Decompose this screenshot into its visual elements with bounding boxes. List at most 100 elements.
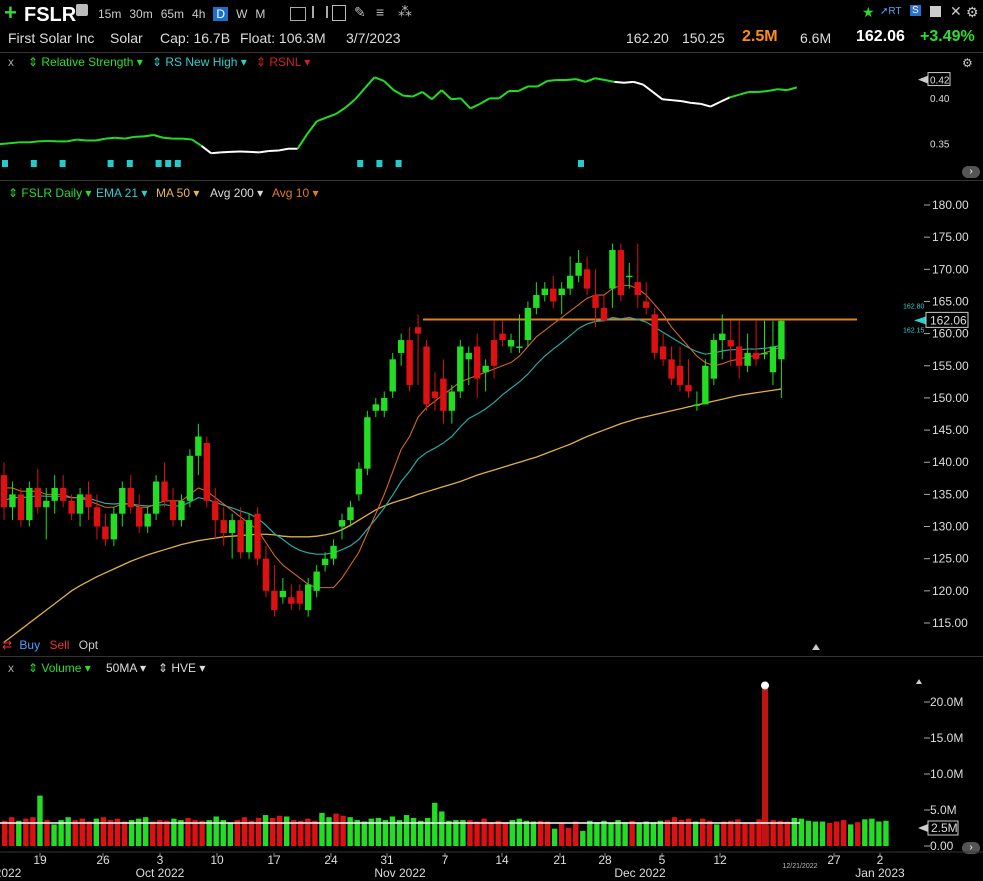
candle[interactable] [423, 346, 430, 405]
volume-bar[interactable] [869, 818, 875, 846]
timeframe-65m[interactable]: 65m [160, 7, 185, 21]
rt-badge[interactable]: ➚RT [880, 6, 902, 17]
candle[interactable] [195, 436, 202, 456]
volume-scroll-up-icon[interactable] [916, 679, 922, 684]
volume-bar[interactable] [417, 820, 424, 846]
candle[interactable] [634, 282, 641, 296]
candle[interactable] [668, 359, 675, 379]
candle[interactable] [769, 346, 777, 373]
volume-bar[interactable] [784, 821, 790, 846]
rsnh-label[interactable]: ⇕ RS New High ▾ [152, 55, 247, 69]
volume-bar[interactable] [474, 821, 480, 846]
volume-bar[interactable] [23, 818, 29, 846]
candle[interactable] [313, 571, 320, 591]
volume-bar[interactable] [756, 819, 762, 846]
candle[interactable] [338, 520, 346, 527]
volume-bar[interactable] [537, 820, 544, 846]
volume-bar[interactable] [601, 820, 607, 846]
save-icon[interactable] [930, 6, 941, 17]
volume-bar[interactable] [636, 822, 642, 846]
volume-ma-label[interactable]: 50MA ▾ [106, 661, 147, 675]
candle[interactable] [305, 584, 312, 611]
candle[interactable] [659, 346, 667, 360]
candle[interactable] [448, 391, 456, 411]
candle[interactable] [609, 250, 616, 289]
volume-bar[interactable] [615, 820, 621, 846]
candle[interactable] [685, 385, 692, 392]
candle[interactable] [676, 365, 684, 386]
candle[interactable] [127, 487, 134, 508]
volume-bar[interactable] [855, 822, 861, 846]
candle[interactable] [76, 494, 84, 514]
volume-bar[interactable] [833, 821, 840, 846]
candle[interactable] [271, 590, 278, 611]
candle[interactable] [592, 295, 599, 308]
volume-bar[interactable] [502, 822, 508, 846]
volume-bar[interactable] [819, 821, 826, 846]
volume-bar[interactable] [777, 820, 783, 846]
volume-bar[interactable] [699, 818, 706, 846]
rs-settings-icon[interactable]: ⚙ [962, 56, 973, 70]
candle[interactable] [59, 487, 67, 501]
volume-bar[interactable] [192, 820, 198, 846]
volume-bar[interactable] [72, 820, 78, 846]
volume-bar[interactable] [37, 795, 43, 846]
candle[interactable] [245, 520, 253, 553]
volume-bar[interactable] [460, 820, 466, 846]
candle[interactable] [541, 288, 548, 296]
volume-bar[interactable] [566, 828, 572, 846]
candle[interactable] [431, 391, 439, 398]
candle[interactable] [119, 487, 126, 514]
volume-bar[interactable] [396, 820, 403, 846]
volume-bar[interactable] [16, 820, 22, 846]
volume-bar[interactable] [291, 820, 297, 846]
volume-bar[interactable] [128, 820, 135, 846]
volume-bar[interactable] [488, 822, 494, 846]
volume-bar[interactable] [298, 820, 304, 846]
candle[interactable] [474, 346, 481, 379]
volume-bar[interactable] [220, 820, 226, 846]
candle[interactable] [228, 520, 236, 533]
volume-bar[interactable] [326, 817, 332, 846]
volume-bar[interactable] [305, 818, 311, 846]
volume-bar[interactable] [255, 817, 262, 846]
volume-bar[interactable] [135, 818, 142, 846]
candle[interactable] [414, 327, 422, 334]
volume-bar[interactable] [227, 822, 233, 846]
volume-bar[interactable] [276, 815, 283, 846]
volume-bar[interactable] [848, 824, 854, 846]
volume-bar[interactable] [185, 817, 191, 846]
volume-bar[interactable] [248, 820, 255, 846]
candle[interactable] [727, 340, 734, 347]
candle[interactable] [203, 442, 210, 501]
candle[interactable] [85, 494, 92, 508]
volume-bar[interactable] [523, 820, 530, 846]
volume-bar[interactable] [425, 817, 431, 846]
hve-label[interactable]: ⇕ HVE ▾ [158, 661, 206, 675]
candle[interactable] [152, 481, 160, 514]
candle[interactable] [533, 295, 540, 308]
candle[interactable] [102, 526, 109, 540]
volume-bar[interactable] [551, 828, 558, 846]
candle[interactable] [440, 378, 447, 411]
candle[interactable] [524, 307, 532, 341]
pencil-icon[interactable]: ✎ [354, 4, 366, 20]
volume-bar[interactable] [114, 818, 121, 846]
ema21-label[interactable]: EMA 21 ▾ [96, 186, 148, 200]
volume-bar[interactable] [678, 820, 685, 846]
volume-bar[interactable] [516, 818, 523, 846]
volume-bar[interactable] [93, 818, 100, 846]
volume-bar[interactable] [361, 821, 367, 846]
volume-bar[interactable] [284, 816, 290, 846]
candle[interactable] [516, 346, 523, 348]
volume-bar[interactable] [432, 802, 438, 846]
avg200-label[interactable]: Avg 200 ▾ [210, 186, 264, 200]
volume-bar[interactable] [234, 820, 241, 846]
candle[interactable] [626, 275, 633, 278]
candle[interactable] [169, 500, 177, 521]
volume-bar[interactable] [164, 820, 170, 846]
volume-bar[interactable] [319, 812, 325, 846]
volume-bar[interactable] [629, 820, 635, 846]
volume-bar[interactable] [30, 817, 36, 846]
chart-type-icon[interactable] [290, 7, 306, 21]
